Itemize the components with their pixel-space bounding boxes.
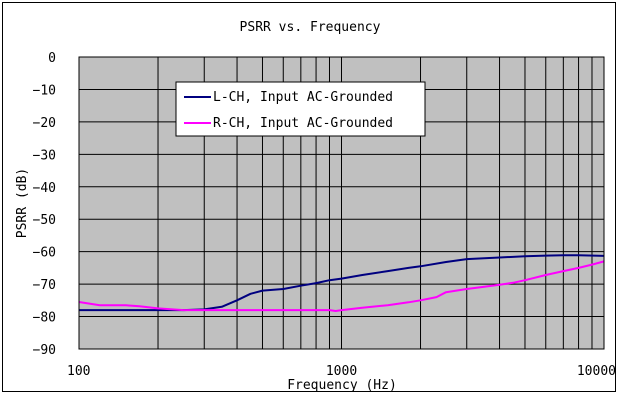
chart-title: PSRR vs. Frequency <box>240 20 381 35</box>
x-tick-label: 10000 <box>577 364 616 379</box>
y-tick-label: −80 <box>33 311 56 326</box>
y-tick-label: −10 <box>33 83 56 98</box>
x-tick-label: 1000 <box>326 364 357 379</box>
plot-border <box>78 56 605 350</box>
x-axis-label: Frequency (Hz) <box>287 378 397 393</box>
y-tick-label: −60 <box>33 246 56 261</box>
y-tick-label: −90 <box>33 343 56 358</box>
y-tick-label: −40 <box>33 181 56 196</box>
y-tick-label: −70 <box>33 278 56 293</box>
series-line-l-ch <box>79 254 605 312</box>
legend-label-l-ch: L-CH, Input AC-Grounded <box>213 90 393 105</box>
y-tick-label: −20 <box>33 116 56 131</box>
y-tick-label: 0 <box>48 51 56 66</box>
y-tick-labels: 0 −10 −20 −30 −40 −50 −60 −70 −80 −90 <box>33 51 56 358</box>
legend-label-r-ch: R-CH, Input AC-Grounded <box>213 116 393 131</box>
series-layer <box>78 254 605 312</box>
x-tick-labels: 100 1000 10000 <box>67 364 616 379</box>
legend-box <box>175 81 426 137</box>
x-tick-label: 100 <box>67 364 90 379</box>
series-line-r-ch <box>78 260 605 312</box>
legend: L-CH, Input AC-Grounded R-CH, Input AC-G… <box>175 81 426 137</box>
y-axis-label: PSRR (dB) <box>15 168 30 238</box>
y-tick-label: −30 <box>33 148 56 163</box>
y-tick-label: −50 <box>33 213 56 228</box>
